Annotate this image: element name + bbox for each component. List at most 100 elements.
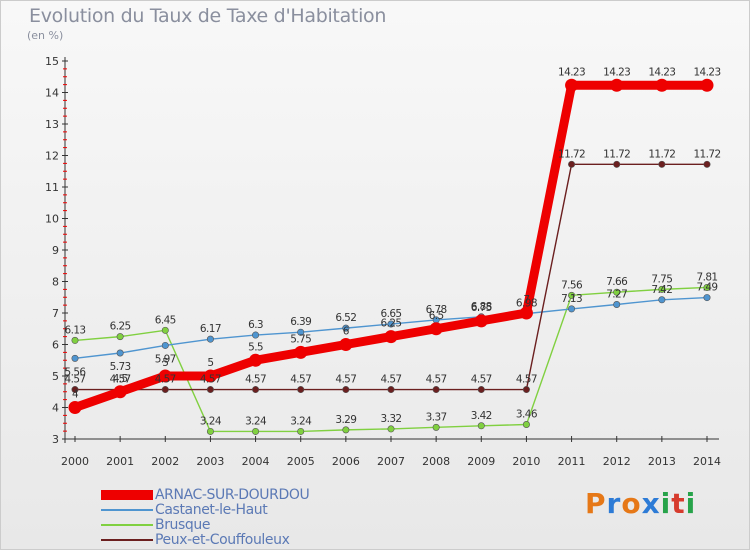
legend-swatch [101, 523, 153, 526]
data-label: 7.42 [651, 284, 672, 296]
data-label: 3.24 [200, 415, 222, 427]
x-tick-label: 2005 [287, 455, 315, 468]
data-label: 6.5 [429, 310, 444, 322]
data-label: 5.75 [290, 333, 311, 345]
data-label: 6.78 [426, 304, 447, 316]
logo-letter: i [660, 487, 672, 520]
data-label: 5.5 [248, 341, 263, 353]
data-label: 7.56 [561, 279, 583, 291]
data-point [568, 291, 576, 299]
proxiti-logo: Proxiti [585, 487, 696, 520]
data-point [206, 386, 214, 394]
data-point [339, 338, 353, 351]
data-label: 14.23 [648, 66, 675, 78]
data-point [161, 341, 169, 349]
data-label: 3.32 [381, 413, 402, 425]
data-label: 3.24 [245, 415, 267, 427]
data-point [477, 386, 485, 394]
data-point [613, 300, 621, 308]
data-point [565, 78, 579, 92]
data-label: 4.57 [200, 374, 221, 386]
data-point [161, 386, 169, 394]
chart-legend: ARNAC-SUR-DOURDOU Castanet-le-Haut Brusque… [101, 486, 310, 548]
legend-label: ARNAC-SUR-DOURDOU [155, 486, 310, 503]
logo-letter: x [641, 487, 661, 520]
data-label: 6.65 [381, 308, 402, 320]
data-label: 4.57 [110, 374, 131, 386]
y-tick-label: 14 [45, 87, 59, 100]
x-tick-label: 2007 [377, 455, 405, 468]
data-label: 14.23 [693, 66, 720, 78]
x-tick-label: 2004 [242, 455, 270, 468]
data-point [429, 322, 443, 336]
data-label: 6.25 [110, 321, 131, 333]
legend-label: Castanet-le-Haut [155, 501, 268, 518]
legend-swatch [101, 489, 153, 500]
data-point [387, 320, 395, 328]
data-label: 6.3 [248, 319, 263, 331]
data-point [703, 294, 711, 302]
data-point [387, 425, 395, 433]
data-label: 7.75 [651, 273, 672, 285]
logo-letter: o [621, 487, 642, 520]
data-label: 3.24 [290, 415, 312, 427]
data-point [474, 314, 488, 328]
x-tick-label: 2013 [648, 455, 676, 468]
legend-item: Castanet-le-Haut [101, 501, 309, 518]
data-point [249, 353, 263, 367]
data-point [568, 305, 576, 313]
data-point [161, 326, 169, 334]
legend-swatch [101, 538, 153, 541]
data-label: 6.13 [65, 324, 86, 336]
data-point [658, 285, 666, 293]
data-label: 6.52 [335, 312, 356, 324]
data-label: 4.57 [335, 374, 356, 386]
legend-label: Brusque [155, 516, 211, 533]
data-label: 14.23 [558, 66, 585, 78]
data-label: 7.81 [697, 271, 718, 283]
data-point [703, 283, 711, 291]
data-point [71, 386, 79, 394]
data-point [297, 427, 305, 435]
y-tick-label: 8 [52, 276, 59, 289]
data-label: 11.72 [603, 148, 630, 160]
data-label: 6.98 [516, 298, 537, 310]
y-tick-label: 6 [52, 339, 59, 352]
data-label: 4.57 [155, 374, 176, 386]
data-point [384, 330, 398, 344]
x-tick-label: 2009 [467, 455, 495, 468]
data-label: 7.66 [606, 276, 628, 288]
data-point [522, 386, 530, 394]
data-point [387, 386, 395, 394]
data-label: 11.72 [558, 148, 585, 160]
chart-title: Evolution du Taux de Taxe d'Habitation [29, 5, 387, 27]
y-tick-label: 11 [45, 181, 59, 194]
data-label: 4.57 [290, 374, 311, 386]
data-label: 7.27 [606, 288, 627, 300]
data-label: 4.57 [245, 374, 266, 386]
data-label: 7.13 [561, 293, 582, 305]
logo-letter: r [606, 487, 622, 520]
data-point [294, 345, 308, 359]
series-brusque [71, 283, 711, 435]
data-point [658, 160, 666, 168]
data-label: 4.57 [516, 374, 537, 386]
data-label: 6 [343, 326, 350, 338]
data-label: 5.97 [155, 353, 176, 365]
data-label: 3.29 [335, 414, 356, 426]
data-point [658, 296, 666, 304]
data-point [655, 78, 669, 92]
y-tick-label: 10 [45, 213, 59, 226]
data-point [113, 385, 127, 399]
x-tick-label: 2002 [151, 455, 179, 468]
y-tick-label: 4 [52, 402, 59, 415]
y-tick-label: 12 [45, 150, 59, 163]
data-point [68, 401, 82, 414]
data-label: 4.57 [65, 374, 86, 386]
data-point [297, 386, 305, 394]
data-label: 4.57 [471, 374, 492, 386]
data-label: 5 [207, 357, 213, 369]
data-label: 3.37 [426, 411, 447, 423]
y-tick-label: 9 [52, 244, 59, 257]
series-peux-et-couffouleux [71, 160, 711, 394]
